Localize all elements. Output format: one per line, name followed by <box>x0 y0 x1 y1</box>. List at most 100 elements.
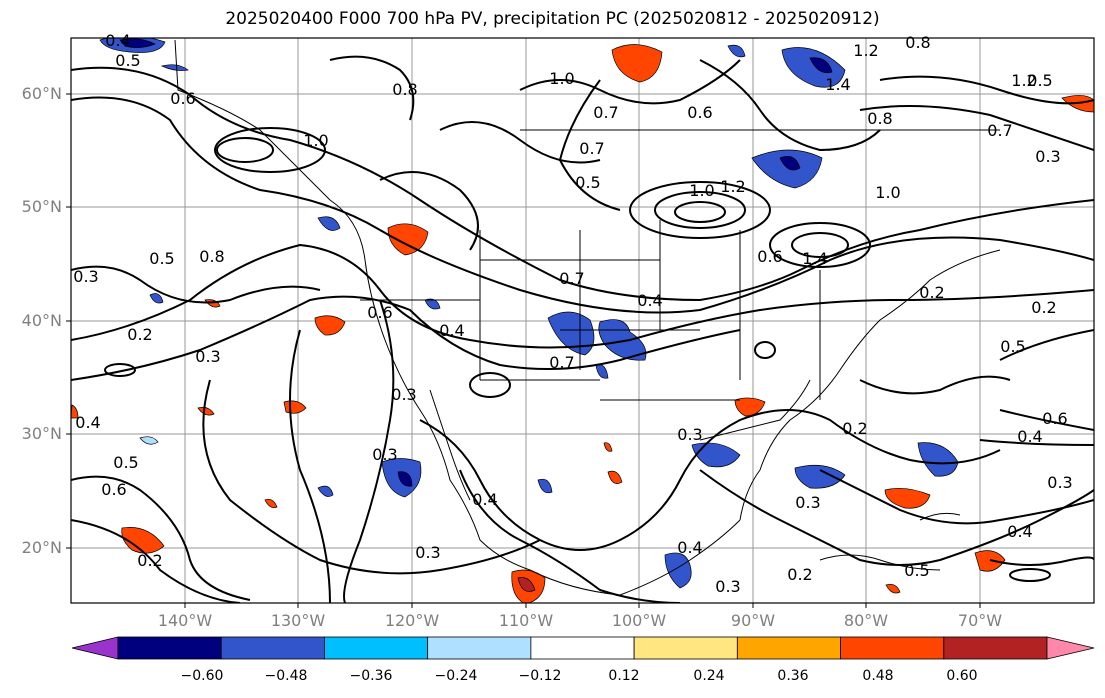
contour-label: 0.5 <box>575 173 600 192</box>
contour-label: 0.3 <box>715 577 740 596</box>
precip-blob <box>809 57 833 74</box>
contour-label: 0.3 <box>1035 147 1060 166</box>
precip-blob <box>264 498 278 509</box>
precip-blob <box>197 406 215 416</box>
contour-label: 0.3 <box>795 493 820 512</box>
contour-label: 1.4 <box>825 75 850 94</box>
precip-blob <box>160 64 189 71</box>
lon-label-130w: 130°W <box>270 611 326 630</box>
contour-label: 0.2 <box>137 551 162 570</box>
precip-blob <box>314 315 346 336</box>
colorbar-segment <box>530 636 635 660</box>
contour-label: 0.4 <box>1017 427 1042 446</box>
precip-blob <box>779 156 801 171</box>
contour-labels: 0.40.50.61.00.80.71.4 1.20.60.70.51.01.00… <box>73 31 1072 596</box>
precip-blob <box>664 552 692 589</box>
contour-label: 0.8 <box>392 80 417 99</box>
contour-label: 0.6 <box>367 303 392 322</box>
precip-blob <box>71 404 79 419</box>
contour-label: 1.0 <box>303 131 328 150</box>
contour-label: 0.2 <box>787 565 812 584</box>
colorbar-tick-label: −0.48 <box>264 668 308 684</box>
lat-label-30n: 30°N <box>21 424 62 443</box>
contour-label: 0.3 <box>73 267 98 286</box>
colorbar-segment <box>840 636 945 660</box>
precip-blob <box>603 442 613 452</box>
coastlines <box>174 39 1001 596</box>
colorbar-extend-low <box>71 636 119 660</box>
precip-blob <box>397 471 413 487</box>
contour-label: 1.2 <box>1011 71 1036 90</box>
precip-blob <box>794 464 846 489</box>
colorbar-tick-label: −0.12 <box>518 668 562 684</box>
colorbar-tick-label: 0.36 <box>777 668 809 684</box>
contour-label: 1.0 <box>689 181 714 200</box>
precip-blob <box>611 44 663 83</box>
lon-label-100w: 100°W <box>611 611 667 630</box>
contour-label: 0.8 <box>867 109 892 128</box>
contour-label: 0.8 <box>905 33 930 52</box>
contour-label: 0.3 <box>195 347 220 366</box>
contour-label: 0.6 <box>687 103 712 122</box>
contour-label: 0.5 <box>904 561 929 580</box>
lon-label-70w: 70°W <box>957 611 1003 630</box>
contour-label: 0.4 <box>1007 522 1032 541</box>
colorbar-segment <box>220 636 325 660</box>
precip-blob <box>537 478 553 494</box>
colorbar-tick-label: 0.24 <box>693 668 725 684</box>
contour-label: 0.6 <box>1042 409 1067 428</box>
contour-label: 0.7 <box>579 139 604 158</box>
contour-label: 0.3 <box>1047 473 1072 492</box>
colorbar-tick-label: 0.60 <box>946 668 978 684</box>
lat-label-60n: 60°N <box>21 84 62 103</box>
contour-label: 0.3 <box>677 425 702 444</box>
graticule <box>71 38 1094 603</box>
precip-blob <box>884 488 931 509</box>
precip-blob <box>595 364 609 379</box>
precip-blob <box>387 223 429 256</box>
contour-label: 1.0 <box>549 69 574 88</box>
precip-blob <box>139 436 159 445</box>
precip-blob <box>149 293 164 304</box>
contour-label: 0.4 <box>105 31 130 50</box>
colorbar-segment <box>633 636 738 660</box>
contour-label: 0.3 <box>391 385 416 404</box>
colorbar-segment <box>427 636 532 660</box>
contour-label: 0.6 <box>101 480 126 499</box>
colorbar-tick-label: −0.60 <box>180 668 224 684</box>
contour-label: 0.3 <box>372 445 397 464</box>
contour-label: 0.2 <box>842 419 867 438</box>
contour-label: 0.6 <box>757 247 782 266</box>
precip-positive-areas <box>71 44 1094 603</box>
contour-label: 0.4 <box>472 490 497 509</box>
contour-label: 0.2 <box>1031 298 1056 317</box>
lon-label-120w: 120°W <box>384 611 440 630</box>
contour-label: 0.7 <box>987 121 1012 140</box>
contour-label: 0.8 <box>199 247 224 266</box>
contour-label: 0.7 <box>559 269 584 288</box>
contour-label: 1.2 <box>853 41 878 60</box>
colorbar-tick-label: −0.36 <box>349 668 393 684</box>
precip-blob <box>517 577 536 592</box>
colorbar-segment <box>736 636 841 660</box>
contour-label: 0.2 <box>127 325 152 344</box>
colorbar-segment <box>943 636 1048 660</box>
contour-label: 0.5 <box>1027 71 1052 90</box>
precip-blob <box>424 298 441 310</box>
lon-label-90w: 90°W <box>730 611 776 630</box>
map-title: 2025020400 F000 700 hPa PV, precipitatio… <box>225 9 880 29</box>
precip-blob <box>547 311 595 356</box>
contour-label: 1.0 <box>875 183 900 202</box>
contour-label: 0.4 <box>439 321 464 340</box>
colorbar-tick-label: 0.12 <box>608 668 640 684</box>
lon-label-110w: 110°W <box>498 611 554 630</box>
precip-blob <box>781 47 846 88</box>
precip-blob <box>885 583 901 594</box>
lat-label-20n: 20°N <box>21 538 62 557</box>
contour-label: 0.5 <box>113 453 138 472</box>
contour-label: 0.3 <box>415 543 440 562</box>
precip-blob <box>119 38 156 48</box>
precip-blob <box>751 149 823 189</box>
precip-blob <box>917 442 959 477</box>
colorbar-segment <box>324 636 429 660</box>
